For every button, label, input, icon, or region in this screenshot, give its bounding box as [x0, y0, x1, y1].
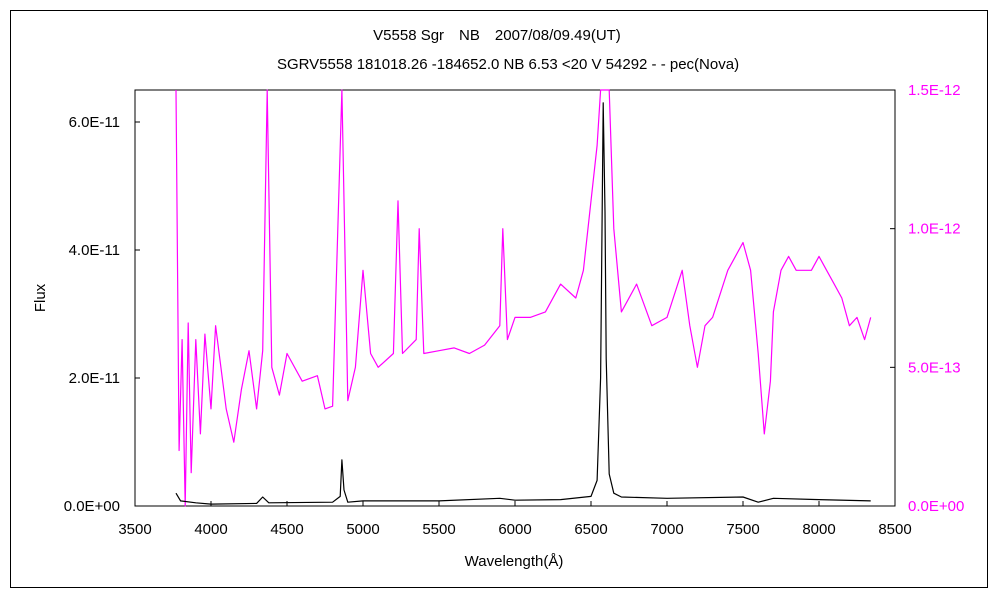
- y-left-tick-label: 4.0E-11: [69, 242, 120, 259]
- y-axis-left-ticks: 0.0E+00 2.0E-11 4.0E-11 6.0E-11: [64, 114, 140, 515]
- x-tick-label: 6500: [574, 521, 607, 538]
- y-axis-label: Flux: [32, 283, 49, 312]
- x-tick-label: 5500: [422, 521, 455, 538]
- y-left-tick-label: 6.0E-11: [69, 114, 120, 131]
- y-right-tick-label: 1.5E-12: [908, 82, 961, 99]
- chart-title: V5558 Sgr NB 2007/08/09.49(UT): [373, 27, 621, 44]
- y-right-tick-label: 1.0E-12: [908, 221, 961, 238]
- y-right-tick-label: 0.0E+00: [908, 498, 964, 515]
- series-layer: [175, 89, 872, 507]
- plot-area: [134, 89, 896, 507]
- x-tick-label: 8500: [878, 521, 911, 538]
- x-tick-label: 7000: [650, 521, 683, 538]
- x-axis-ticks: 3500 4000 4500 5000 5500 6000 6500 7000 7500 8000…: [118, 501, 912, 538]
- chart-frame: [10, 10, 988, 588]
- spectrum-line-left-axis: [175, 102, 871, 505]
- x-tick-label: 6000: [498, 521, 531, 538]
- x-tick-label: 4000: [194, 521, 227, 538]
- y-left-tick-label: 2.0E-11: [69, 370, 120, 387]
- x-axis-label: Wavelength(Å): [465, 553, 564, 570]
- y-right-tick-label: 5.0E-13: [908, 359, 961, 376]
- x-tick-label: 3500: [118, 521, 151, 538]
- x-tick-label: 8000: [802, 521, 835, 538]
- chart-subtitle: SGRV5558 181018.26 -184652.0 NB 6.53 <20…: [277, 56, 739, 73]
- x-tick-label: 4500: [270, 521, 303, 538]
- y-left-tick-label: 0.0E+00: [64, 498, 120, 515]
- x-tick-label: 7500: [726, 521, 759, 538]
- spectrum-line-right-axis: [175, 89, 872, 507]
- y-axis-right-ticks: 0.0E+00 5.0E-13 1.0E-12 1.5E-12: [890, 82, 964, 515]
- x-tick-label: 5000: [346, 521, 379, 538]
